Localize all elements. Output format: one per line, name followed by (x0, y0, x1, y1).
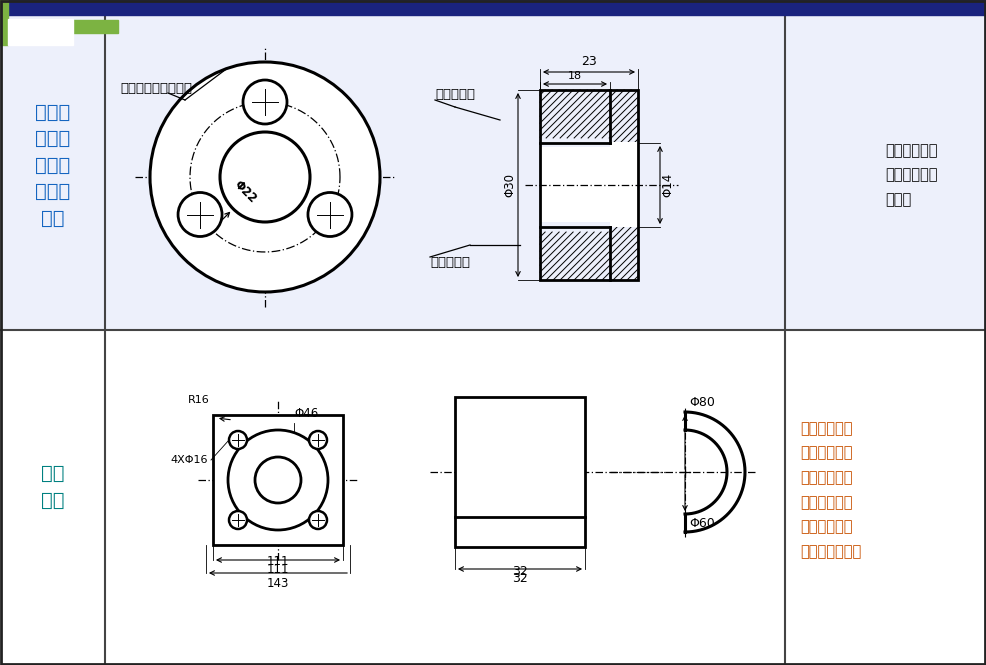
Bar (8, 20, 118, 33)
Circle shape (229, 431, 247, 449)
Text: 点画线断开: 点画线断开 (430, 255, 470, 269)
Text: 剖面线断开: 剖面线断开 (435, 88, 475, 102)
Circle shape (255, 457, 301, 503)
Circle shape (309, 511, 327, 529)
Text: R16: R16 (188, 395, 210, 405)
Text: 必须在注写尺
寸数字处将图
线断开: 必须在注写尺 寸数字处将图 线断开 (885, 143, 938, 207)
Text: 23: 23 (581, 55, 597, 68)
Bar (0, 330, 986, 665)
Circle shape (308, 192, 352, 237)
Bar (0, 0, 986, 15)
Text: Φ30: Φ30 (504, 173, 517, 197)
Bar (610, 142, 638, 227)
Circle shape (229, 511, 247, 529)
Text: Φ101: Φ101 (255, 466, 265, 494)
Text: 32: 32 (512, 572, 528, 585)
Text: Φ60: Φ60 (689, 517, 715, 530)
Text: 32: 32 (512, 565, 528, 578)
Circle shape (220, 132, 310, 222)
Text: Φ14: Φ14 (662, 173, 674, 197)
Text: 对称图形只画
一半时，尺寸
线应超过对称
中心线，此时
仅在尺寸线的
一端画出箭头。: 对称图形只画 一半时，尺寸 线应超过对称 中心线，此时 仅在尺寸线的 一端画出箭… (800, 421, 861, 559)
Text: 111: 111 (267, 563, 289, 576)
Text: 对称
图形: 对称 图形 (41, 464, 65, 510)
Text: Φ22: Φ22 (231, 178, 259, 206)
Circle shape (150, 62, 380, 292)
Bar (455, 397, 585, 547)
Bar (8, 19, 73, 45)
Text: Φ46: Φ46 (273, 469, 283, 491)
Text: 尺寸数
字无法
避免被
图线通
过时: 尺寸数 字无法 避免被 图线通 过时 (35, 102, 71, 227)
Bar (213, 415, 343, 545)
Circle shape (228, 430, 328, 530)
Text: 4XΦ16: 4XΦ16 (171, 455, 208, 465)
Bar (540, 90, 638, 280)
Circle shape (243, 80, 287, 124)
Text: 粗实线、点画线断开: 粗实线、点画线断开 (120, 82, 192, 94)
Circle shape (309, 431, 327, 449)
Circle shape (178, 192, 222, 237)
Bar (0, 0, 8, 45)
Bar (0, 15, 986, 330)
Text: 143: 143 (267, 577, 289, 590)
Text: 111: 111 (267, 555, 289, 568)
Text: Φ80: Φ80 (689, 396, 715, 409)
Text: Φ46: Φ46 (294, 407, 318, 420)
Bar (540, 147, 610, 222)
Text: 18: 18 (568, 71, 582, 81)
